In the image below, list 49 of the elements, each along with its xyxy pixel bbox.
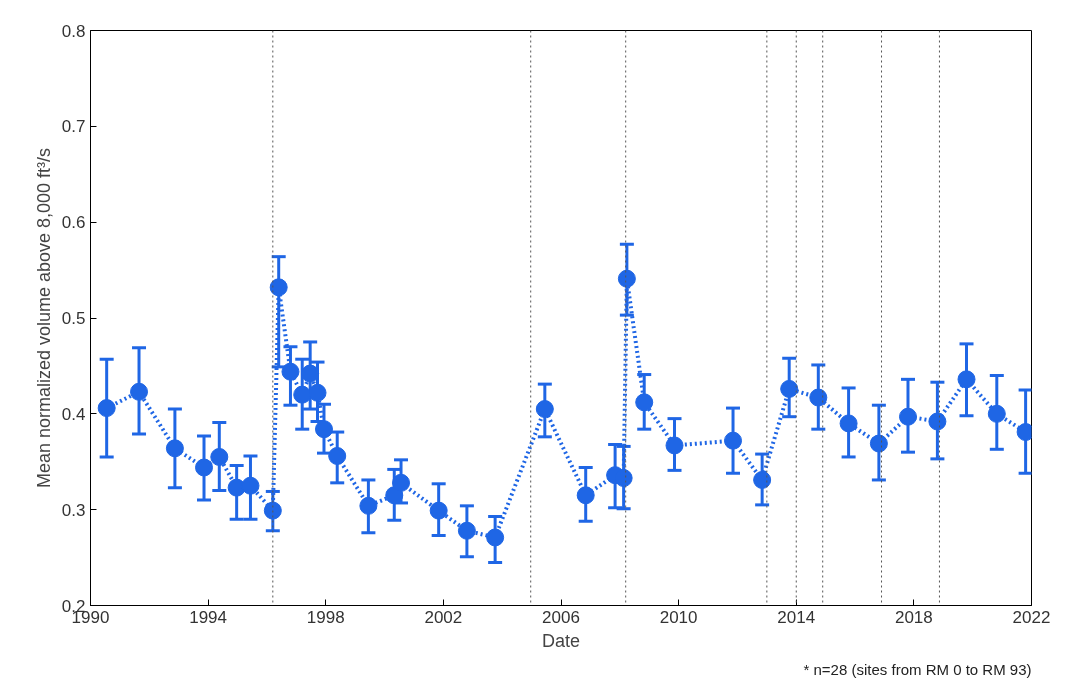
x-axis-title: Date bbox=[541, 630, 581, 651]
point bbox=[195, 458, 214, 477]
point bbox=[281, 362, 300, 381]
x-tick-label: 2002 bbox=[424, 607, 463, 627]
point bbox=[839, 414, 858, 433]
x-tick-label: 2018 bbox=[894, 607, 933, 627]
x-tick-label: 2014 bbox=[777, 607, 816, 627]
point bbox=[753, 470, 772, 489]
point bbox=[429, 501, 448, 520]
point bbox=[869, 434, 888, 453]
point bbox=[957, 370, 976, 389]
point bbox=[359, 496, 378, 515]
point bbox=[269, 278, 288, 297]
y-axis-title: Mean normalized volume above 8,000 ft³/s bbox=[33, 147, 54, 489]
point bbox=[898, 407, 917, 426]
point bbox=[724, 431, 743, 450]
point bbox=[665, 436, 684, 455]
point bbox=[263, 501, 282, 520]
x-tick-label: 2022 bbox=[1012, 607, 1051, 627]
point bbox=[635, 393, 654, 412]
point bbox=[210, 447, 229, 466]
point bbox=[987, 404, 1006, 423]
x-tick-label: 2006 bbox=[542, 607, 580, 627]
point bbox=[486, 528, 505, 547]
text: * n=28 (sites from RM 0 to RM 93) bbox=[803, 660, 1032, 678]
x-tick-label: 2010 bbox=[659, 607, 698, 627]
point bbox=[392, 473, 411, 492]
point bbox=[130, 382, 149, 401]
y-tick-label: 0.8 bbox=[61, 21, 86, 41]
point bbox=[780, 379, 799, 398]
y-tick-label: 0.3 bbox=[61, 500, 86, 520]
y-tick-label: 0.4 bbox=[61, 404, 86, 424]
point bbox=[809, 388, 828, 407]
x-tick-label: 1994 bbox=[189, 607, 228, 627]
point bbox=[165, 439, 184, 458]
y-tick-label: 0.7 bbox=[61, 117, 86, 137]
point bbox=[328, 447, 347, 465]
point bbox=[617, 269, 636, 288]
point bbox=[301, 364, 320, 383]
point bbox=[535, 400, 554, 419]
y-tick-label: 0.6 bbox=[61, 213, 86, 233]
point bbox=[928, 412, 947, 431]
point bbox=[97, 399, 116, 418]
point bbox=[576, 486, 595, 505]
point bbox=[314, 420, 333, 439]
point bbox=[241, 476, 260, 495]
x-tick-label: 1998 bbox=[306, 607, 345, 627]
y-tick-label: 0.5 bbox=[61, 309, 86, 328]
point bbox=[457, 521, 476, 540]
